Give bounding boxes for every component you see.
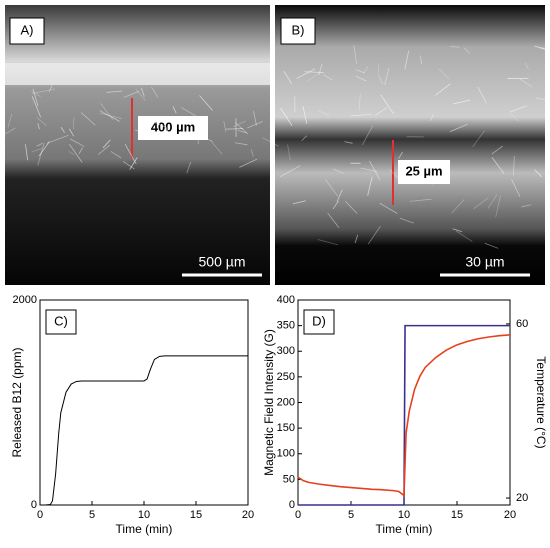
- fiber: [226, 129, 243, 130]
- x-tick-label: 15: [451, 509, 463, 521]
- panel-label: A): [21, 22, 34, 37]
- x-tick-label: 0: [37, 509, 43, 521]
- scale-bar-label: 500 µm: [199, 254, 246, 270]
- y-tick-label: 100: [277, 448, 295, 460]
- fiber: [450, 47, 459, 48]
- x-tick-label: 5: [89, 509, 95, 521]
- x-tick-label: 20: [242, 509, 254, 521]
- image-b: 25 µm B) 30 µm: [275, 5, 545, 285]
- panel-label: B): [292, 22, 305, 37]
- data-line: [40, 356, 248, 505]
- x-axis-label: Time (min): [376, 522, 433, 536]
- measurement: 400 µm: [151, 119, 195, 134]
- y-tick-label: 400: [277, 294, 295, 306]
- x-tick-label: 0: [295, 509, 301, 521]
- x-tick-label: 15: [190, 509, 202, 521]
- x-axis-label: Time (min): [116, 522, 173, 536]
- annotation: D): [312, 313, 326, 328]
- y-tick-label: 300: [277, 345, 295, 357]
- scale-bar-label: 30 µm: [465, 254, 504, 270]
- y2-tick-label: 20: [516, 492, 528, 504]
- y-tick-label: 150: [277, 422, 295, 434]
- y-tick-label: 0: [289, 499, 295, 511]
- y-tick-label: 50: [283, 473, 295, 485]
- x-tick-label: 10: [398, 509, 410, 521]
- measurement: 25 µm: [405, 163, 442, 178]
- y-tick-label: 350: [277, 320, 295, 332]
- y-tick-label: 0: [31, 499, 37, 511]
- y-tick-label: 200: [277, 396, 295, 408]
- annotation: C): [54, 313, 68, 328]
- y2-axis-label: Temperature (°C): [534, 356, 548, 448]
- y-axis-label: Magnetic Field Intensity (G): [262, 329, 276, 476]
- y-axis-label: Released B12 (ppm): [10, 347, 24, 457]
- y-tick-label: 250: [277, 371, 295, 383]
- image-a: 400 µm A) 500 µm: [5, 5, 270, 285]
- x-tick-label: 20: [504, 509, 516, 521]
- y2-tick-label: 60: [516, 318, 528, 330]
- y-tick-label: 2000: [13, 294, 37, 306]
- x-tick-label: 5: [348, 509, 354, 521]
- x-tick-label: 10: [138, 509, 150, 521]
